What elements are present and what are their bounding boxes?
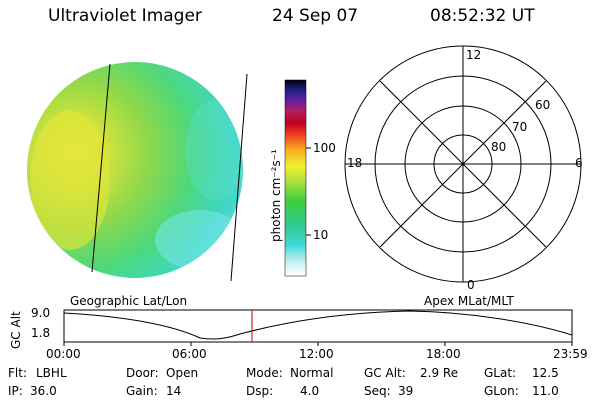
mode-value: Normal (290, 366, 334, 380)
gain-value: 14 (166, 384, 182, 398)
glon-value: 11.0 (532, 384, 559, 398)
image-time: 08:52:32 UT (430, 6, 535, 26)
mode-label: Mode: (246, 366, 283, 380)
orbit-x-tick: 18:00 (426, 347, 461, 361)
day-night-boundary-line (230, 73, 248, 282)
seq-value: 39 (398, 384, 414, 398)
glat-value: 12.5 (532, 366, 559, 380)
filter-value: LBHL (36, 366, 67, 380)
lat-label-80: 80 (491, 140, 507, 154)
colorbar-tick-10: 10 (313, 228, 329, 242)
terminator-line (91, 63, 111, 273)
ip-label: IP: (8, 384, 23, 398)
ip-value: 36.0 (30, 384, 57, 398)
orbit-x-tick: 23:59 (553, 347, 588, 361)
lat-label-60: 60 (535, 98, 551, 112)
mlt-label-18: 18 (347, 156, 363, 170)
colorbar (284, 79, 311, 277)
dsp-value: 4.0 (300, 384, 320, 398)
lat-label-70: 70 (512, 120, 528, 134)
instrument-title: Ultraviolet Imager (48, 6, 202, 26)
orbit-x-tick: 06:00 (172, 347, 207, 361)
altitude-curve (63, 310, 573, 340)
polar-grid (344, 45, 582, 283)
gain-label: Gain: (126, 384, 158, 398)
gc-alt-label: GC Alt: (364, 366, 406, 380)
orbit-y-tick-top: 9.0 (31, 306, 51, 320)
geographic-latlon-label: Geographic Lat/Lon (70, 294, 188, 308)
orbit-y-axis-label: GC Alt (9, 311, 23, 349)
orbit-y-tick-bottom: 1.8 (31, 326, 51, 340)
colorbar-tick-100: 100 (313, 141, 336, 155)
apex-mlat-mlt-label: Apex MLat/MLT (424, 294, 514, 308)
gc-alt-value: 2.9 Re (420, 366, 459, 380)
mlt-label-12: 12 (466, 48, 482, 62)
dsp-label: Dsp: (246, 384, 274, 398)
seq-label: Seq: (364, 384, 391, 398)
uv-image-disk (27, 62, 243, 278)
mlt-label-0: 0 (467, 278, 475, 292)
image-date: 24 Sep 07 (272, 6, 359, 26)
orbit-x-tick: 00:00 (46, 347, 81, 361)
mlt-label-6: 6 (575, 156, 583, 170)
orbit-plot (63, 309, 573, 346)
glon-label: GLon: (484, 384, 519, 398)
door-value: Open (166, 366, 199, 380)
glat-label: GLat: (484, 366, 517, 380)
door-label: Door: (126, 366, 159, 380)
orbit-x-tick: 12:00 (299, 347, 334, 361)
colorbar-label: photon cm⁻²s⁻¹ (269, 149, 283, 242)
filter-label: Flt: (8, 366, 27, 380)
